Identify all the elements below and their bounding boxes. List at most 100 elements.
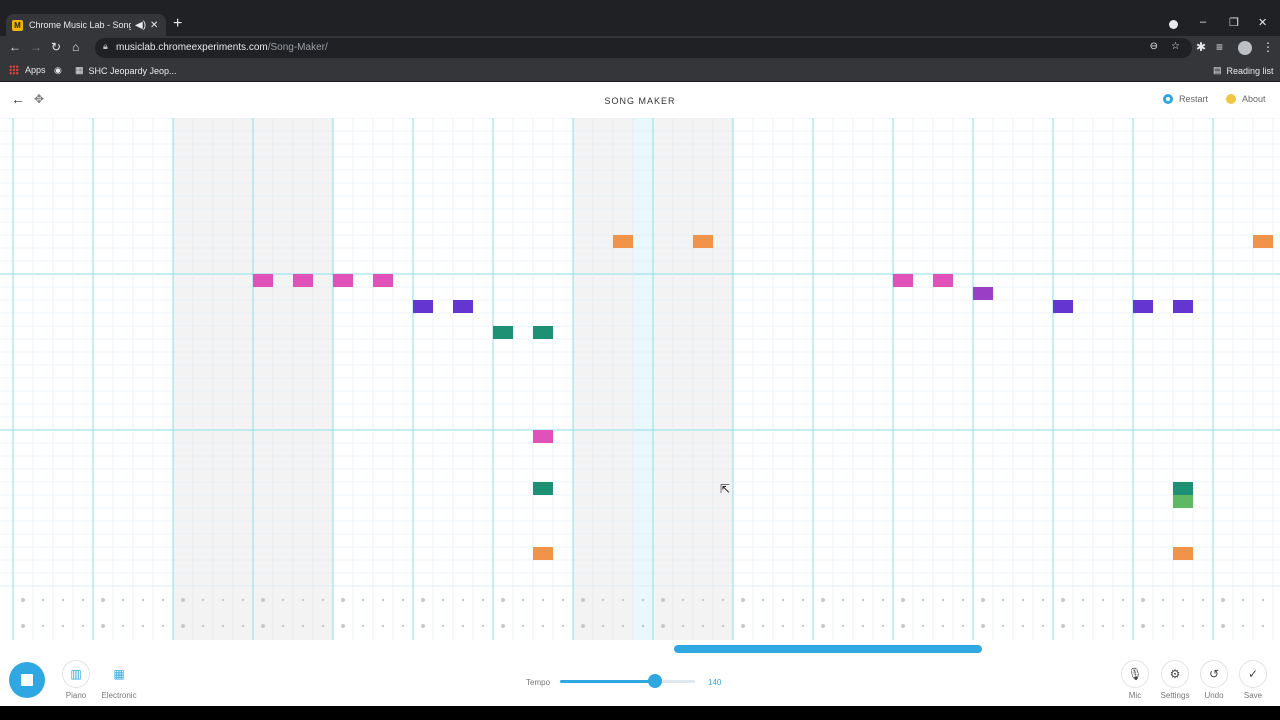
- bookmark-globe[interactable]: ◉: [54, 65, 67, 76]
- rhythm-dot: [1241, 624, 1245, 628]
- save-button[interactable]: ✓ Save: [1233, 660, 1273, 700]
- note-block: [333, 274, 353, 287]
- settings-button[interactable]: ⚙ Settings: [1155, 660, 1195, 700]
- undo-icon: ↺: [1200, 660, 1228, 688]
- rhythm-dot: [161, 624, 165, 628]
- note-block: [533, 326, 553, 339]
- restart-icon: [1163, 94, 1173, 104]
- apps-grid-icon: [9, 65, 19, 75]
- rhythm-dot: [81, 624, 85, 628]
- rhythm-dot: [721, 624, 725, 628]
- extensions-icon[interactable]: ✱: [1196, 40, 1207, 54]
- rhythm-dot: [361, 598, 365, 602]
- tempo-slider-handle[interactable]: [647, 674, 662, 688]
- rhythm-dot: [961, 624, 965, 628]
- rhythm-dot: [621, 624, 625, 628]
- note-grid-canvas[interactable]: [0, 118, 1280, 640]
- rhythm-dot: [701, 598, 705, 602]
- rhythm-dot: [821, 598, 825, 602]
- note-block: [613, 235, 633, 248]
- zoom-icon[interactable]: ⊖: [1149, 41, 1158, 52]
- menu-icon[interactable]: ⋮: [1262, 40, 1274, 54]
- rhythm-dot: [561, 624, 565, 628]
- stop-button[interactable]: [9, 662, 45, 698]
- rhythm-dot: [41, 598, 45, 602]
- mouse-cursor-icon: ⇱: [720, 482, 731, 496]
- rhythm-dot: [601, 624, 605, 628]
- instrument-piano-button[interactable]: ▥ Piano: [56, 660, 96, 700]
- note-block: [893, 274, 913, 287]
- note-block: [1173, 547, 1193, 560]
- forward-icon[interactable]: →: [30, 40, 42, 54]
- media-queue-icon[interactable]: ≡: [1216, 40, 1224, 54]
- restore-icon[interactable]: ❐: [1229, 17, 1239, 29]
- rhythm-dot: [221, 624, 225, 628]
- rhythm-dot: [21, 624, 25, 628]
- bookmark-apps[interactable]: Apps: [9, 65, 46, 75]
- rhythm-dot: [1121, 598, 1125, 602]
- rhythm-dot: [1041, 598, 1045, 602]
- piano-icon: ▥: [62, 660, 90, 688]
- bookmark-star-icon[interactable]: ☆: [1171, 41, 1180, 52]
- rhythm-dot: [941, 598, 945, 602]
- rhythm-dot: [461, 624, 465, 628]
- rhythm-dot: [441, 598, 445, 602]
- horizontal-scroll-thumb[interactable]: [674, 645, 982, 653]
- note-block: [253, 274, 273, 287]
- undo-button[interactable]: ↺ Undo: [1194, 660, 1234, 700]
- rhythm-dot: [101, 598, 105, 602]
- profile-avatar[interactable]: [1238, 41, 1252, 55]
- rhythm-dot: [1001, 598, 1005, 602]
- tempo-slider[interactable]: [560, 674, 695, 688]
- rhythm-dot: [1261, 624, 1265, 628]
- home-icon[interactable]: ⌂: [72, 40, 80, 54]
- browser-toolbar: ← → ↻ ⌂ 🔒︎ musiclab.chromeexperiments.co…: [0, 36, 1280, 60]
- close-tab-icon[interactable]: ✕: [150, 19, 159, 31]
- rhythm-dot: [401, 624, 405, 628]
- note-block: [453, 300, 473, 313]
- mic-button[interactable]: 🎙︎ Mic: [1115, 660, 1155, 700]
- rhythm-dot: [641, 624, 645, 628]
- tab-active[interactable]: M Chrome Music Lab - Song M ◀) ✕: [6, 14, 166, 36]
- note-block: [533, 430, 553, 443]
- rhythm-dot: [741, 624, 745, 628]
- note-block: [493, 326, 513, 339]
- rhythm-dot: [181, 624, 185, 628]
- reload-icon[interactable]: ↻: [51, 40, 62, 54]
- rhythm-dot: [761, 598, 765, 602]
- move-arrows-icon[interactable]: ✥: [34, 92, 45, 106]
- horizontal-scroll-track[interactable]: [8, 644, 1272, 654]
- rhythm-dot: [561, 598, 565, 602]
- new-tab-button[interactable]: +: [173, 15, 183, 32]
- back-arrow-icon[interactable]: ←: [11, 91, 25, 107]
- speaker-icon[interactable]: ◀): [135, 19, 147, 31]
- address-bar[interactable]: 🔒︎ musiclab.chromeexperiments.com/Song-M…: [95, 38, 1192, 58]
- minimize-icon[interactable]: –: [1200, 16, 1207, 28]
- rhythm-dot: [541, 624, 545, 628]
- rhythm-dot: [161, 598, 165, 602]
- checkmark-icon: ✓: [1239, 660, 1267, 688]
- media-control-icon[interactable]: [1169, 20, 1178, 29]
- song-maker-app: ← ✥ SONG MAKER Restart About ▥ Piano: [0, 82, 1280, 706]
- note-grid[interactable]: [0, 118, 1280, 640]
- rhythm-dot: [1081, 624, 1085, 628]
- rhythm-dot: [921, 598, 925, 602]
- bookmark-jeopardy[interactable]: ▦ SHC Jeopardy Jeop...: [75, 65, 177, 76]
- rhythm-dot: [141, 624, 145, 628]
- rhythm-dot: [841, 624, 845, 628]
- rhythm-dot: [521, 624, 525, 628]
- rhythm-dot: [281, 598, 285, 602]
- instrument-electronic-button[interactable]: ▦ Electronic: [99, 660, 139, 700]
- about-button[interactable]: About: [1226, 94, 1266, 104]
- rhythm-dot: [1201, 624, 1205, 628]
- rhythm-dot: [61, 598, 65, 602]
- close-window-icon[interactable]: ✕: [1258, 17, 1268, 29]
- rhythm-dot: [801, 624, 805, 628]
- back-icon[interactable]: ←: [9, 40, 21, 54]
- restart-button[interactable]: Restart: [1163, 94, 1208, 104]
- rhythm-dot: [781, 598, 785, 602]
- music-lab-favicon-icon: M: [12, 19, 23, 31]
- rhythm-dot: [1061, 624, 1065, 628]
- reading-list[interactable]: ▤ Reading list: [1213, 65, 1274, 76]
